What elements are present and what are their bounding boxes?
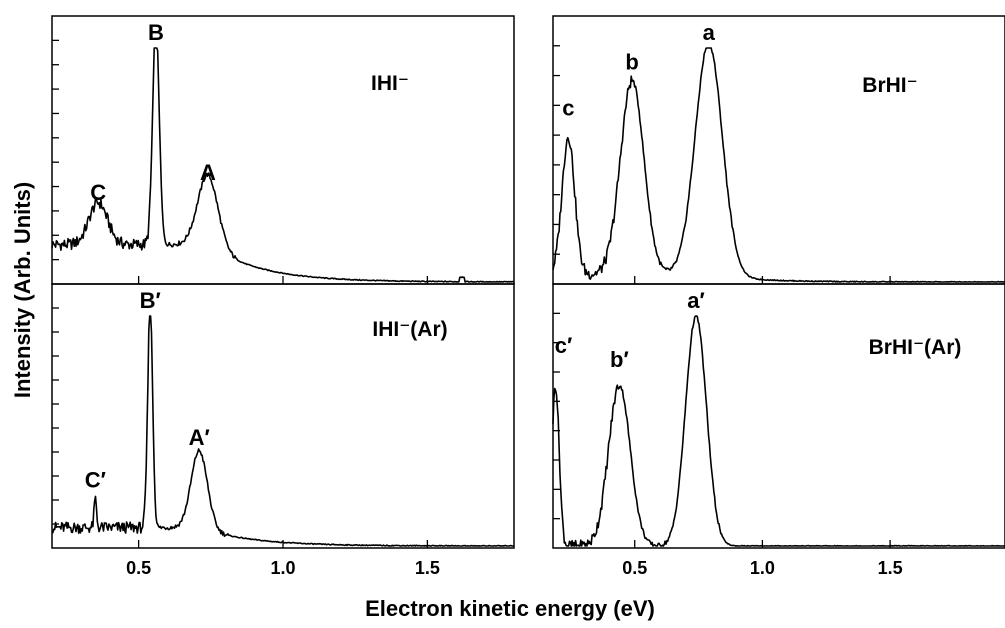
x-axis-title: Electron kinetic energy (eV)	[365, 596, 655, 621]
panel-right-top: c b a BrHI⁻	[552, 15, 1005, 285]
peak-label: a	[703, 20, 716, 45]
panel-left-bottom: 0.5 1.0 1.5 C′ B′ A′ IHI⁻(Ar)	[51, 283, 515, 578]
panel-left-top: C B A IHI⁻	[51, 15, 515, 285]
x-tick-label: 0.5	[622, 558, 647, 578]
panel-right-bottom: 0.5 1.0 1.5 c′ b′ a′ BrHI⁻(Ar)	[552, 283, 1005, 578]
peak-label: A	[200, 160, 216, 185]
peak-label: A′	[189, 425, 210, 450]
peak-label: a′	[687, 288, 705, 313]
x-tick-label: 0.5	[126, 558, 151, 578]
peak-label: c	[562, 96, 574, 121]
x-tick-label: 1.0	[750, 558, 775, 578]
plot-frame	[552, 283, 1005, 549]
spectrum-trace	[51, 47, 515, 283]
species-label: IHI⁻	[371, 72, 409, 95]
spectrum-trace	[552, 315, 1005, 547]
peak-label: B′	[140, 288, 161, 313]
peak-label: B	[148, 20, 164, 45]
peak-label: C	[90, 180, 106, 205]
peak-label: b	[625, 49, 638, 74]
y-axis-title: Intensity (Arb. Units)	[10, 182, 35, 398]
spectrum-trace	[51, 315, 514, 547]
species-label: IHI⁻(Ar)	[372, 318, 447, 341]
panels-layer: C B A IHI⁻ 0.5 1.0 1.5 C′ B′ A′ IHI⁻(Ar) c b a BrHI⁻ 0.…	[51, 15, 1005, 578]
species-label: BrHI⁻	[862, 74, 917, 97]
spectrum-trace	[552, 47, 1005, 283]
x-tick-label: 1.5	[878, 558, 903, 578]
x-tick-label: 1.5	[415, 558, 440, 578]
peak-label: C′	[85, 468, 106, 493]
peak-label: b′	[610, 347, 629, 372]
peak-label: c′	[555, 333, 573, 358]
species-label: BrHI⁻(Ar)	[869, 336, 962, 359]
x-tick-label: 1.0	[270, 558, 295, 578]
